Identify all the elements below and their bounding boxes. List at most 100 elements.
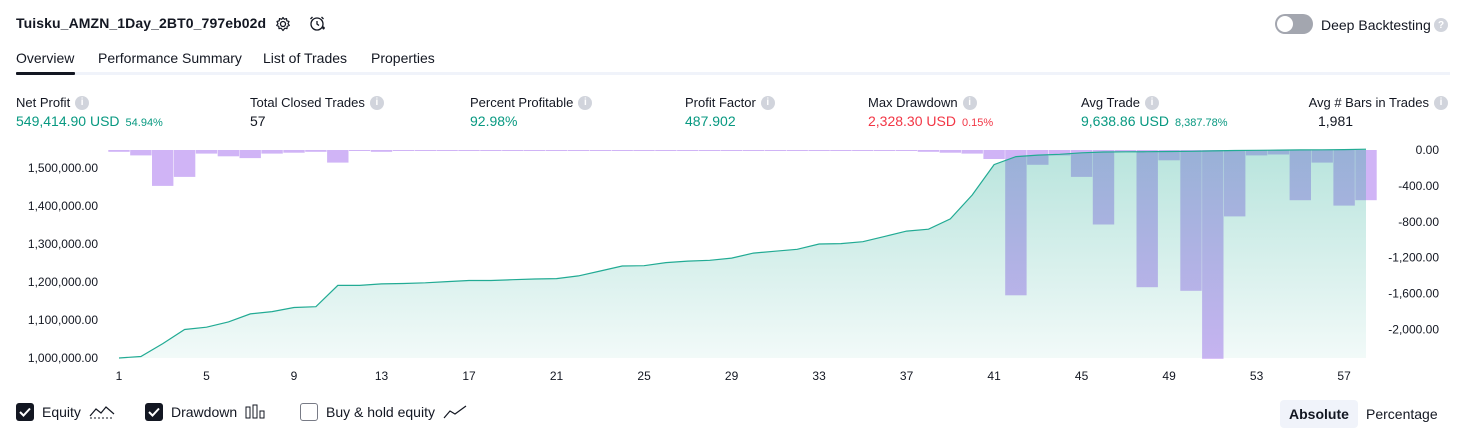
metric-max-drawdown-label: Max Drawdown i bbox=[868, 95, 977, 110]
drawdown-bar bbox=[305, 150, 327, 152]
strategy-name: Tuisku_AMZN_1Day_2BT0_797eb02d bbox=[16, 15, 267, 31]
drawdown-bar bbox=[436, 150, 458, 151]
x-axis-tick: 41 bbox=[987, 369, 1001, 380]
left-axis-tick: 1,000,000.00 bbox=[28, 351, 98, 365]
legend-equity[interactable]: Equity bbox=[16, 403, 115, 421]
buy-hold-checkbox[interactable] bbox=[300, 403, 318, 421]
drawdown-bar bbox=[611, 150, 633, 151]
left-axis-tick: 1,200,000.00 bbox=[28, 275, 98, 289]
x-axis-tick: 37 bbox=[900, 369, 914, 380]
right-axis-tick: -800.00 bbox=[1398, 215, 1439, 229]
right-axis-tick: 0.00 bbox=[1416, 143, 1440, 157]
drawdown-bar bbox=[195, 150, 218, 154]
info-icon[interactable]: i bbox=[578, 95, 593, 110]
legend-equity-label: Equity bbox=[42, 404, 81, 420]
x-axis-tick: 29 bbox=[725, 369, 739, 380]
deep-backtesting-toggle[interactable] bbox=[1275, 14, 1313, 34]
drawdown-bar bbox=[830, 150, 852, 151]
x-axis-tick: 5 bbox=[203, 369, 210, 380]
right-axis-tick: -400.00 bbox=[1398, 179, 1439, 193]
drawdown-bar bbox=[370, 150, 393, 152]
x-axis-tick: 33 bbox=[812, 369, 826, 380]
drawdown-bar bbox=[786, 150, 808, 151]
drawdown-bar bbox=[283, 150, 305, 153]
equity-checkbox[interactable] bbox=[16, 403, 34, 421]
drawdown-bar bbox=[961, 150, 983, 154]
scale-percentage-button[interactable]: Percentage bbox=[1366, 406, 1438, 422]
info-icon[interactable]: i bbox=[760, 95, 775, 110]
deep-backtesting-help-icon[interactable]: ? bbox=[1434, 18, 1448, 32]
drawdown-bar bbox=[108, 150, 130, 152]
legend-buy-hold[interactable]: Buy & hold equity bbox=[300, 403, 467, 421]
drawdown-bar bbox=[677, 150, 699, 151]
equity-line bbox=[118, 148, 1367, 359]
equity-area bbox=[119, 149, 1366, 358]
x-axis-tick: 9 bbox=[291, 369, 298, 380]
x-axis-tick: 1 bbox=[116, 369, 123, 380]
right-axis-tick: -2,000.00 bbox=[1388, 322, 1439, 336]
drawdown-bar bbox=[327, 150, 349, 163]
drawdown-bar bbox=[874, 150, 896, 151]
info-icon[interactable]: i bbox=[369, 95, 384, 110]
drawdown-bar bbox=[983, 150, 1005, 159]
x-axis-tick: 57 bbox=[1337, 369, 1351, 380]
metric-profit-factor-value: 487.902 bbox=[685, 113, 736, 129]
drawdown-checkbox[interactable] bbox=[145, 403, 163, 421]
drawdown-series-icon bbox=[245, 404, 265, 419]
tab-list-of-trades[interactable]: List of Trades bbox=[263, 50, 348, 66]
scale-absolute-button[interactable]: Absolute bbox=[1280, 400, 1358, 428]
legend-drawdown[interactable]: Drawdown bbox=[145, 403, 267, 421]
info-icon[interactable]: i bbox=[1434, 95, 1448, 110]
drawdown-bar bbox=[742, 150, 765, 151]
metric-avg-trade-value: 9,638.86 USD 8,387.78% bbox=[1081, 113, 1228, 129]
tab-overview[interactable]: Overview bbox=[16, 50, 75, 66]
drawdown-bar bbox=[589, 150, 611, 151]
metric-net-profit-value: 549,414.90 USD 54.94% bbox=[16, 113, 163, 129]
info-icon[interactable]: i bbox=[962, 95, 977, 110]
drawdown-bar bbox=[1049, 150, 1071, 156]
metric-avg-trade-label: Avg Trade i bbox=[1081, 95, 1160, 110]
drawdown-bar bbox=[392, 150, 415, 151]
drawdown-bar bbox=[261, 150, 283, 154]
metric-avg-bars-value: 1,981 bbox=[1318, 113, 1354, 129]
x-axis-tick: 21 bbox=[550, 369, 564, 380]
drawdown-bar bbox=[699, 150, 721, 151]
add-alert-icon[interactable] bbox=[308, 15, 326, 33]
left-axis-tick: 1,500,000.00 bbox=[28, 161, 98, 175]
drawdown-bar bbox=[939, 150, 961, 153]
drawdown-bar bbox=[239, 150, 261, 159]
settings-icon[interactable] bbox=[274, 15, 292, 33]
drawdown-bar bbox=[917, 150, 940, 152]
metric-percent-profitable-value: 92.98% bbox=[470, 113, 518, 129]
x-axis-tick: 45 bbox=[1075, 369, 1089, 380]
drawdown-bar bbox=[458, 150, 480, 151]
buy-hold-series-icon bbox=[443, 405, 467, 419]
drawdown-bar bbox=[502, 150, 524, 151]
metric-max-drawdown-value: 2,328.30 USD 0.15% bbox=[868, 113, 994, 129]
left-axis-tick: 1,100,000.00 bbox=[28, 313, 98, 327]
left-axis-tick: 1,400,000.00 bbox=[28, 199, 98, 213]
info-icon[interactable]: i bbox=[75, 95, 90, 110]
drawdown-bar bbox=[808, 150, 830, 151]
drawdown-bar bbox=[895, 150, 918, 151]
drawdown-bar bbox=[414, 150, 436, 151]
left-axis-tick: 1,300,000.00 bbox=[28, 237, 98, 251]
drawdown-bar bbox=[545, 150, 568, 151]
drawdown-bar bbox=[633, 150, 655, 151]
tab-performance-summary[interactable]: Performance Summary bbox=[98, 50, 242, 66]
metric-profit-factor-label: Profit Factor i bbox=[685, 95, 775, 110]
metric-avg-bars-label: Avg # Bars in Trades i bbox=[1309, 95, 1448, 110]
legend-drawdown-label: Drawdown bbox=[171, 404, 238, 420]
metric-total-closed-trades-value: 57 bbox=[250, 113, 266, 129]
x-axis-tick: 13 bbox=[375, 369, 389, 380]
tab-properties[interactable]: Properties bbox=[371, 50, 435, 66]
drawdown-bar bbox=[130, 150, 152, 156]
x-axis-tick: 17 bbox=[462, 369, 476, 380]
equity-drawdown-chart: 1,000,000.00 1,100,000.00 1,200,000.00 1,30… bbox=[28, 143, 1440, 380]
drawdown-bar bbox=[852, 150, 874, 151]
drawdown-bar bbox=[217, 150, 240, 157]
x-axis-tick: 53 bbox=[1250, 369, 1264, 380]
drawdown-bar bbox=[655, 150, 677, 151]
info-icon[interactable]: i bbox=[1145, 95, 1160, 110]
drawdown-bar bbox=[764, 150, 786, 151]
